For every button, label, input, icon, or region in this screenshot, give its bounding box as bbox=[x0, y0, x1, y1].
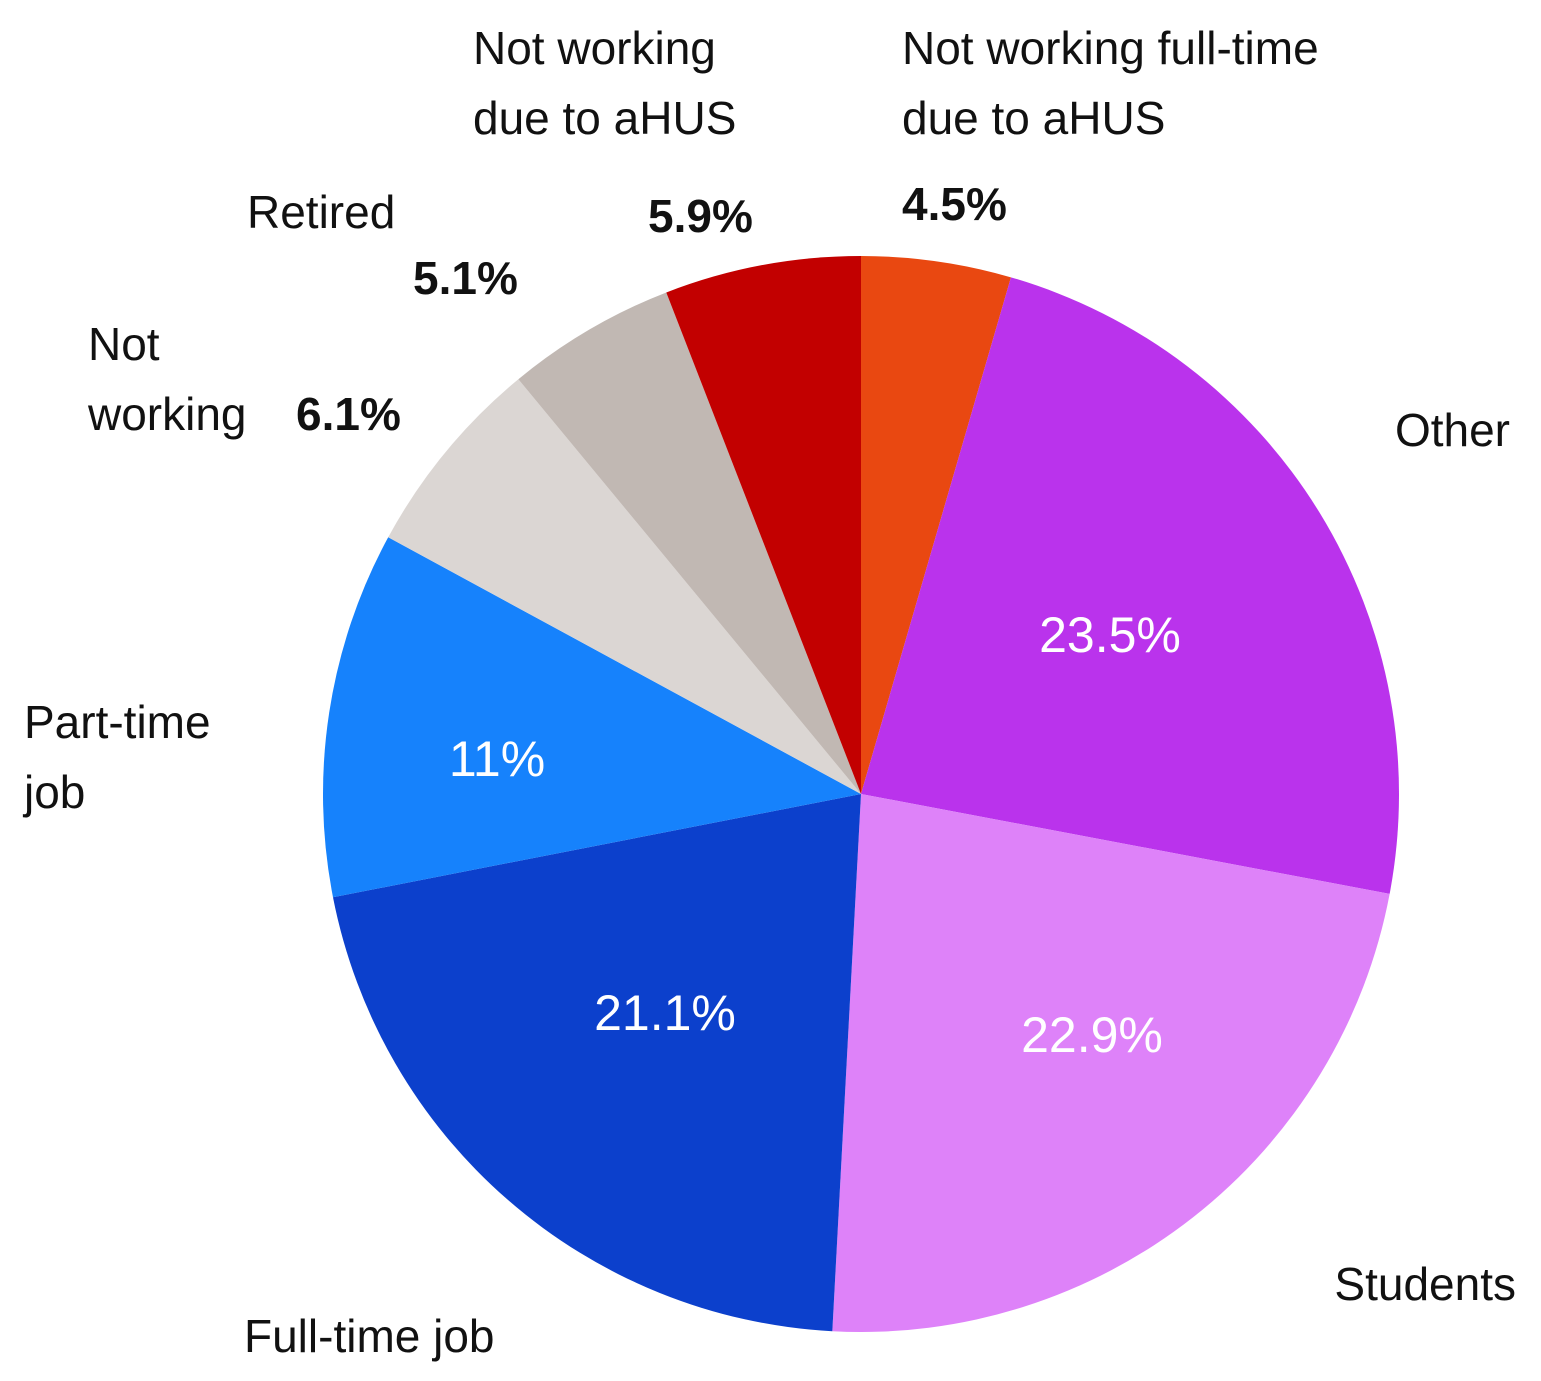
slice-label-retired: Retired bbox=[247, 186, 395, 238]
slice-label-line: Retired bbox=[247, 186, 395, 238]
slice-label-part-time-job: Part-time job bbox=[22, 696, 211, 818]
pie-slice-not-working-due-to-ahus bbox=[666, 256, 861, 794]
slice-label-line: due to aHUS bbox=[473, 92, 736, 144]
pie-slice-not-working bbox=[388, 379, 861, 794]
slice-label-line: Not working bbox=[473, 22, 716, 74]
pie-slice-students bbox=[832, 794, 1390, 1332]
slice-label-full-time-job: Full-time job bbox=[244, 1310, 495, 1362]
slice-value-not-working: 6.1% bbox=[296, 388, 401, 440]
pie-slice-other bbox=[861, 277, 1400, 894]
slice-value-not-working-due-to-ahus: 5.9% bbox=[648, 190, 753, 242]
slice-value-other: 23.5% bbox=[1039, 607, 1181, 663]
slice-label-not-working-due-to-ahus: Not working due to aHUS bbox=[473, 22, 736, 144]
slice-label-line: Not working full-time bbox=[902, 22, 1319, 74]
slice-value-part-time-job: 11% bbox=[449, 731, 545, 787]
slice-label-line: Not bbox=[88, 318, 160, 370]
pie-slice-part-time-job bbox=[322, 537, 861, 898]
slice-value-students: 22.9% bbox=[1021, 1007, 1163, 1063]
slice-value-retired: 5.1% bbox=[413, 252, 518, 304]
slice-label-not-working-full-time-due-to-ahus: Not working full-time due to aHUS bbox=[902, 22, 1319, 144]
slice-label-not-working: Not working bbox=[87, 318, 247, 440]
slice-label-line: Students bbox=[1334, 1258, 1516, 1310]
slice-label-line: due to aHUS bbox=[902, 92, 1165, 144]
slice-value-not-working-full-time-due-to-ahus: 4.5% bbox=[902, 178, 1007, 230]
slice-label-line: Part-time bbox=[24, 696, 211, 748]
slice-label-students: Students bbox=[1334, 1258, 1516, 1310]
pie-slices bbox=[322, 256, 1400, 1332]
slice-label-line: job bbox=[22, 766, 85, 818]
slice-label-line: working bbox=[87, 388, 247, 440]
slice-label-line: Full-time job bbox=[244, 1310, 495, 1362]
pie-slice-retired bbox=[518, 292, 861, 794]
pie-slice-full-time-job bbox=[332, 794, 861, 1332]
slice-value-full-time-job: 21.1% bbox=[594, 985, 736, 1041]
slice-label-line: Other bbox=[1395, 404, 1510, 456]
pie-labels: Not working full-time due to aHUS 4.5% Othe… bbox=[22, 22, 1516, 1362]
slice-label-other: Other bbox=[1395, 404, 1510, 456]
pie-slice-not-working-full-time-due-to-ahus bbox=[861, 256, 1011, 794]
